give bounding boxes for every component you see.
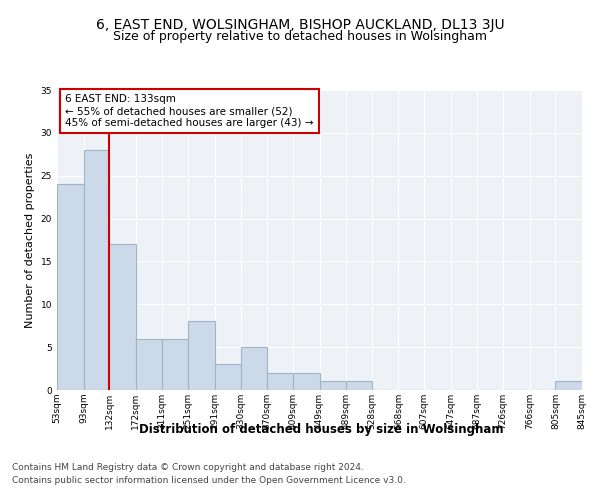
Text: 6, EAST END, WOLSINGHAM, BISHOP AUCKLAND, DL13 3JU: 6, EAST END, WOLSINGHAM, BISHOP AUCKLAND… [95, 18, 505, 32]
Bar [267, 373, 293, 390]
Bar [136, 338, 162, 390]
Bar [215, 364, 241, 390]
Bar [556, 382, 582, 390]
Bar [241, 347, 267, 390]
Bar [109, 244, 136, 390]
Bar [320, 382, 346, 390]
Bar [83, 150, 109, 390]
Bar [293, 373, 320, 390]
Text: Contains public sector information licensed under the Open Government Licence v3: Contains public sector information licen… [12, 476, 406, 485]
Bar [188, 322, 215, 390]
Y-axis label: Number of detached properties: Number of detached properties [25, 152, 35, 328]
Bar [162, 338, 188, 390]
Text: Size of property relative to detached houses in Wolsingham: Size of property relative to detached ho… [113, 30, 487, 43]
Bar [346, 382, 372, 390]
Text: Contains HM Land Registry data © Crown copyright and database right 2024.: Contains HM Land Registry data © Crown c… [12, 462, 364, 471]
Text: Distribution of detached houses by size in Wolsingham: Distribution of detached houses by size … [139, 422, 503, 436]
Text: 6 EAST END: 133sqm
← 55% of detached houses are smaller (52)
45% of semi-detache: 6 EAST END: 133sqm ← 55% of detached hou… [65, 94, 313, 128]
Bar [57, 184, 83, 390]
